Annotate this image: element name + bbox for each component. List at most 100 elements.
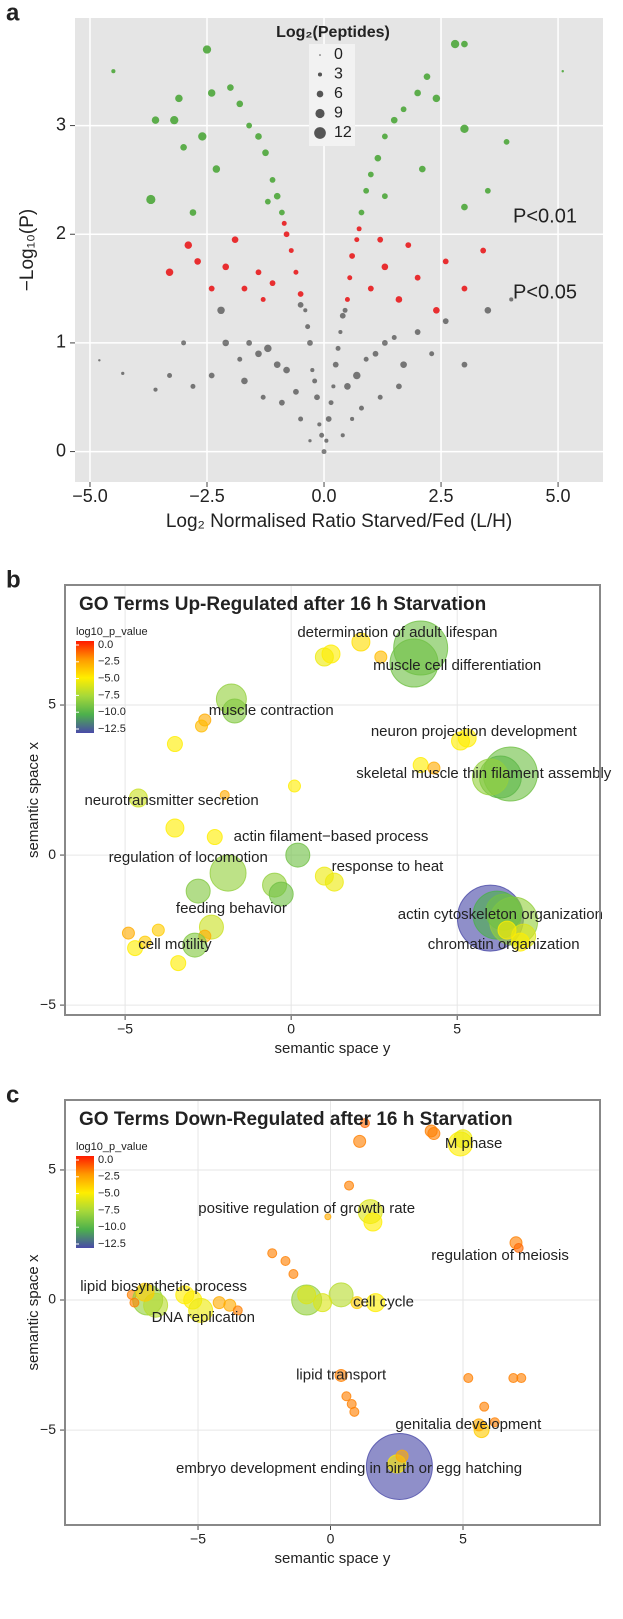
point (260, 296, 266, 302)
point (217, 306, 225, 315)
term-label: regulation of meiosis (431, 1247, 569, 1264)
x-tick-label: 5 (459, 1531, 467, 1547)
term-label: skeletal muscle thin filament assembly (356, 765, 612, 782)
point (381, 193, 388, 200)
point (354, 237, 360, 243)
point (222, 339, 230, 347)
point (461, 40, 468, 48)
colorbar-label: −10.0 (98, 706, 126, 718)
point (241, 377, 248, 385)
point (433, 306, 440, 314)
bubble (395, 1449, 409, 1463)
point (353, 371, 361, 380)
colorbar-label: −2.5 (98, 1171, 120, 1183)
point (450, 39, 460, 49)
point (269, 177, 276, 183)
point (377, 236, 384, 243)
point (269, 280, 276, 287)
point (264, 344, 272, 353)
point (414, 329, 421, 335)
point (418, 165, 426, 173)
point (363, 187, 370, 194)
point (414, 274, 421, 281)
bubble (287, 779, 301, 793)
point (246, 340, 253, 346)
point (372, 350, 379, 357)
y-tick-label: −5 (40, 1421, 56, 1437)
point (231, 236, 239, 243)
colorbar-label: −7.5 (98, 1204, 120, 1216)
bubble (451, 731, 471, 751)
point (165, 268, 174, 277)
bubble (324, 1213, 332, 1221)
bubble (497, 920, 517, 940)
point (281, 220, 287, 226)
bubble (349, 1406, 360, 1417)
point (461, 361, 468, 368)
point (305, 324, 311, 330)
bubble (350, 1296, 364, 1310)
x-tick-label: 2.5 (429, 486, 454, 506)
plot-border (64, 584, 601, 1016)
point (325, 416, 332, 422)
point (293, 269, 299, 275)
x-axis-label: semantic space y (275, 1550, 391, 1567)
bubble (206, 829, 223, 846)
bubble (353, 1134, 367, 1148)
colorbar-label: −5.0 (98, 673, 120, 685)
bubble (412, 757, 429, 774)
colorbar-label: −7.5 (98, 689, 120, 701)
point (349, 253, 356, 259)
point (198, 132, 207, 141)
plot-marks (98, 39, 564, 455)
point (297, 301, 304, 308)
point (278, 399, 285, 406)
bubble (359, 1118, 370, 1129)
point (146, 194, 156, 205)
y-tick-label: 5 (48, 1161, 56, 1177)
point (288, 248, 294, 254)
point (307, 340, 313, 346)
legend-symbol (316, 90, 324, 98)
bubble (212, 1296, 226, 1310)
colorbar-title: log10_p_value (76, 1141, 148, 1153)
point (222, 263, 230, 271)
legend-label: 0 (334, 46, 343, 63)
bubble (285, 842, 311, 868)
point (237, 356, 243, 362)
y-tick-label: 3 (56, 114, 66, 134)
bubble (351, 632, 371, 652)
point (367, 171, 374, 178)
point (207, 89, 216, 97)
point (340, 433, 345, 438)
point (363, 356, 369, 362)
point (255, 133, 262, 140)
bubble (516, 1373, 527, 1384)
bubble (513, 1242, 524, 1253)
point (298, 416, 304, 422)
point (344, 383, 351, 390)
point (273, 361, 281, 368)
x-tick-label: 0 (327, 1531, 335, 1547)
point (328, 400, 334, 406)
x-tick-label: 0.0 (312, 486, 337, 506)
point (175, 94, 183, 103)
point (297, 291, 304, 297)
point (347, 275, 353, 281)
point (332, 361, 339, 368)
point (374, 154, 382, 162)
point (184, 241, 193, 249)
legend-label: 12 (334, 124, 352, 141)
point (241, 285, 248, 292)
bubble (209, 854, 247, 892)
term-label: neurotransmitter secretion (84, 792, 258, 809)
bubble (185, 878, 211, 904)
colorbar-label: −2.5 (98, 656, 120, 668)
colorbar-title: log10_p_value (76, 626, 148, 638)
legend-symbol (315, 108, 325, 119)
point (461, 203, 468, 211)
point (310, 368, 315, 373)
point (381, 263, 389, 271)
point (396, 383, 402, 390)
point (358, 405, 364, 411)
